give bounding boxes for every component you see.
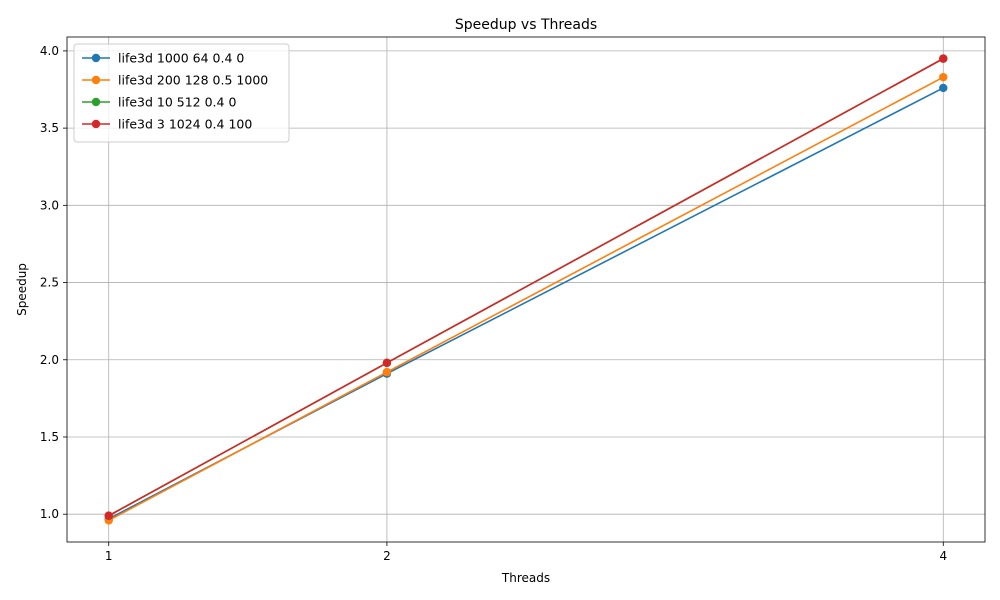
y-tick-label: 1.0 bbox=[40, 507, 59, 521]
x-tick-label: 2 bbox=[383, 549, 391, 563]
legend: life3d 1000 64 0.4 0 life3d 200 128 0.5 1… bbox=[73, 43, 290, 143]
y-tick-label: 2.0 bbox=[40, 353, 59, 367]
x-tick-label: 1 bbox=[105, 549, 113, 563]
y-tick-label: 1.5 bbox=[40, 430, 59, 444]
data-point bbox=[104, 511, 113, 520]
legend-label: life3d 10 512 0.4 0 bbox=[118, 95, 236, 110]
legend-item: life3d 3 1024 0.4 100 bbox=[82, 117, 252, 132]
y-tick-label: 3.0 bbox=[40, 198, 59, 212]
legend-marker bbox=[91, 75, 101, 85]
series-layer bbox=[104, 54, 948, 525]
legend-marker bbox=[91, 53, 101, 63]
legend-item: life3d 1000 64 0.4 0 bbox=[82, 51, 244, 66]
x-tick-label: 4 bbox=[939, 549, 947, 563]
y-axis-title: Speedup bbox=[15, 263, 29, 316]
legend-label: life3d 1000 64 0.4 0 bbox=[118, 51, 244, 66]
y-axis: 1.0 1.5 2.0 2.5 3.0 3.5 4.0 bbox=[40, 44, 67, 521]
x-axis-title: Threads bbox=[501, 571, 550, 585]
series-life3d-200-128-0-5-1000 bbox=[104, 72, 948, 525]
y-tick-label: 4.0 bbox=[40, 44, 59, 58]
y-tick-label: 3.5 bbox=[40, 121, 59, 135]
data-point bbox=[382, 367, 392, 377]
legend-item: life3d 10 512 0.4 0 bbox=[82, 95, 236, 110]
data-point bbox=[382, 358, 392, 368]
legend-marker bbox=[91, 97, 101, 107]
plot-frame bbox=[66, 36, 986, 543]
legend-label: life3d 3 1024 0.4 100 bbox=[118, 117, 252, 132]
legend-marker bbox=[91, 119, 101, 129]
chart-title: Speedup vs Threads bbox=[455, 17, 597, 33]
series-life3d-3-1024-0-4-100 bbox=[104, 54, 948, 520]
x-axis: 1 2 4 bbox=[105, 542, 947, 563]
data-point bbox=[939, 72, 948, 82]
legend-box bbox=[73, 43, 290, 143]
legend-label: life3d 200 128 0.5 1000 bbox=[118, 73, 268, 88]
y-tick-label: 2.5 bbox=[40, 276, 59, 290]
legend-item: life3d 200 128 0.5 1000 bbox=[82, 73, 268, 88]
data-point bbox=[939, 54, 948, 63]
data-point bbox=[939, 83, 948, 93]
